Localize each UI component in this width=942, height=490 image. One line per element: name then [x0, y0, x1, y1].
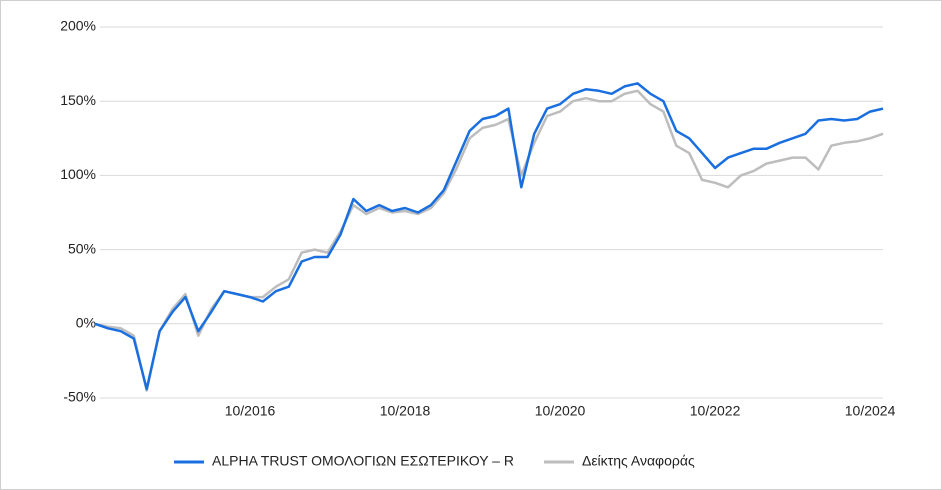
series-line — [94, 82, 884, 391]
x-tick-label: 10/2020 — [535, 403, 586, 419]
y-tick-label: -50% — [63, 389, 96, 405]
y-tick-label: 100% — [60, 166, 96, 182]
legend-label: ALPHA TRUST ΟΜΟΛΟΓΙΩΝ ΕΣΩΤΕΡΙΚΟΥ – R — [212, 453, 514, 469]
x-tick-label: 10/2016 — [225, 403, 276, 419]
y-tick-label: 150% — [60, 92, 96, 108]
x-tick-label: 10/2024 — [845, 403, 896, 419]
legend-label: Δείκτης Αναφοράς — [582, 453, 695, 469]
y-tick-label: 50% — [68, 240, 96, 256]
x-tick-label: 10/2022 — [690, 403, 741, 419]
y-tick-label: 200% — [60, 18, 96, 34]
x-tick-label: 10/2018 — [380, 403, 431, 419]
y-tick-label: 0% — [76, 315, 96, 331]
